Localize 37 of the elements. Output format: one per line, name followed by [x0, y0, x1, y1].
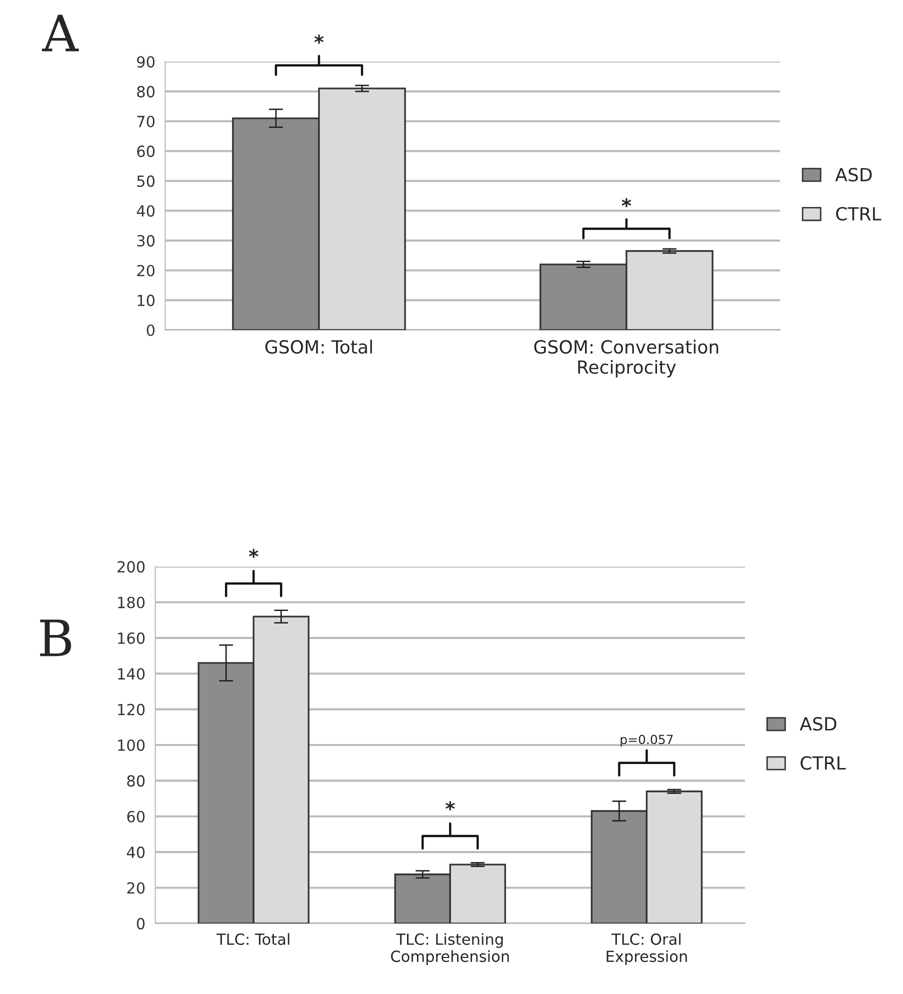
y-tick-label: 20 — [127, 882, 145, 894]
y-tick-label: 180 — [118, 596, 145, 608]
annotation: * — [445, 801, 455, 810]
x-tick-label: GSOM: Conversation Reciprocity — [534, 340, 718, 378]
y-tick-label: 160 — [118, 632, 145, 644]
y-tick-label: 60 — [127, 810, 145, 822]
y-tick-label: 80 — [127, 775, 145, 787]
x-tick-label: TLC: Listening Comprehension — [391, 933, 509, 966]
y-tick-label: 70 — [137, 116, 155, 128]
y-tick-label: 120 — [118, 704, 145, 716]
y-tick-label: 90 — [137, 56, 155, 68]
legend-label: ASD — [835, 168, 872, 182]
y-tick-label: 10 — [138, 294, 155, 306]
x-tick-label: GSOM: Total — [265, 340, 372, 354]
legend-label: CTRL — [836, 206, 882, 221]
y-tick-label: 0 — [146, 324, 155, 336]
legend-label: ASD — [800, 717, 836, 731]
y-tick-label: 60 — [137, 146, 155, 158]
chart-title: A — [42, 14, 79, 52]
y-tick-label: 40 — [126, 846, 145, 858]
y-tick-label: 40 — [136, 205, 155, 217]
text: * — [314, 34, 324, 44]
text: B — [40, 620, 72, 656]
y-tick-label: 0 — [136, 918, 145, 930]
y-tick-label: 140 — [118, 668, 145, 680]
annotation: * — [622, 198, 632, 208]
x-tick-label: TLC: Total — [216, 933, 290, 945]
y-tick-label: 20 — [137, 264, 155, 276]
y-tick-label: 100 — [118, 739, 145, 752]
y-tick-label: 50 — [137, 175, 155, 187]
y-tick-label: 30 — [137, 235, 155, 247]
x-tick-label: TLC: Oral Expression — [606, 933, 687, 966]
y-tick-label: 200 — [118, 561, 145, 573]
annotation: p=0.057 — [620, 734, 673, 747]
y-tick-label: 80 — [137, 86, 155, 98]
legend-label: CTRL — [800, 756, 846, 770]
text: * — [248, 548, 258, 558]
